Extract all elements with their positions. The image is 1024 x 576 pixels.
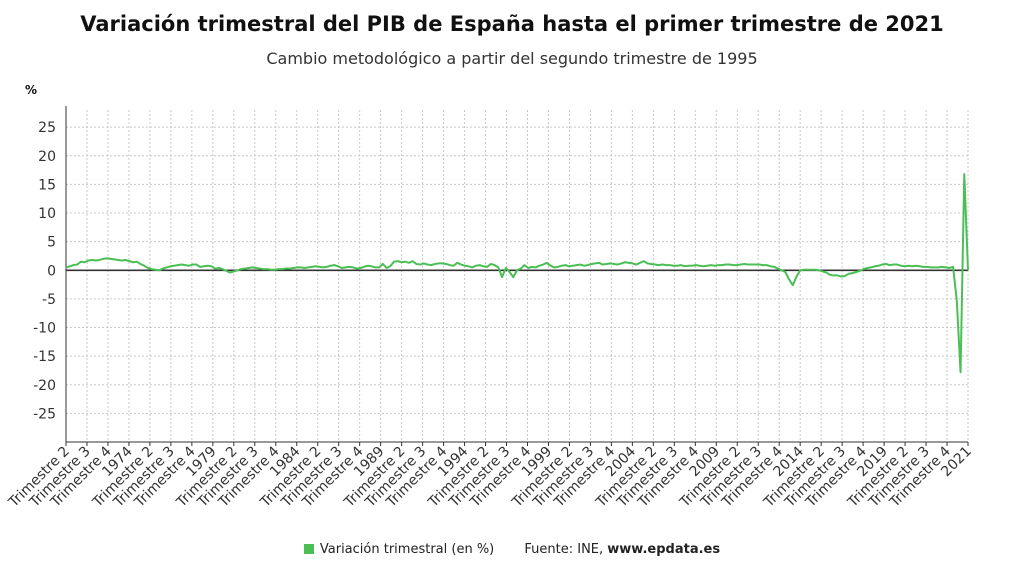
y-tick-label: -15: [33, 349, 56, 365]
y-tick-label: -25: [33, 406, 56, 422]
y-tick-label: 15: [38, 177, 56, 193]
chart-subtitle: Cambio metodológico a partir del segundo…: [266, 49, 758, 68]
y-tick-label: 25: [38, 120, 56, 136]
y-tick-label: 10: [38, 206, 56, 222]
source-link[interactable]: www.epdata.es: [607, 542, 721, 557]
legend-label: Variación trimestral (en %): [319, 542, 495, 557]
y-tick-label: 0: [47, 263, 56, 279]
y-tick-label: 20: [38, 149, 56, 165]
series-line: [65, 173, 969, 374]
y-tick-label: -5: [42, 292, 56, 308]
y-tick-label: -10: [33, 321, 56, 337]
chart-footer: Variación trimestral (en %) Fuente: INE,…: [0, 542, 1024, 557]
y-tick-label: -20: [33, 378, 56, 394]
source-prefix: Fuente: INE,: [524, 542, 608, 557]
source-note: Fuente: INE, www.epdata.es: [524, 542, 720, 557]
chart-title: Variación trimestral del PIB de España h…: [80, 12, 944, 36]
y-tick-label: 5: [47, 235, 56, 251]
y-axis-unit: %: [25, 83, 38, 97]
legend-swatch: [303, 544, 314, 554]
